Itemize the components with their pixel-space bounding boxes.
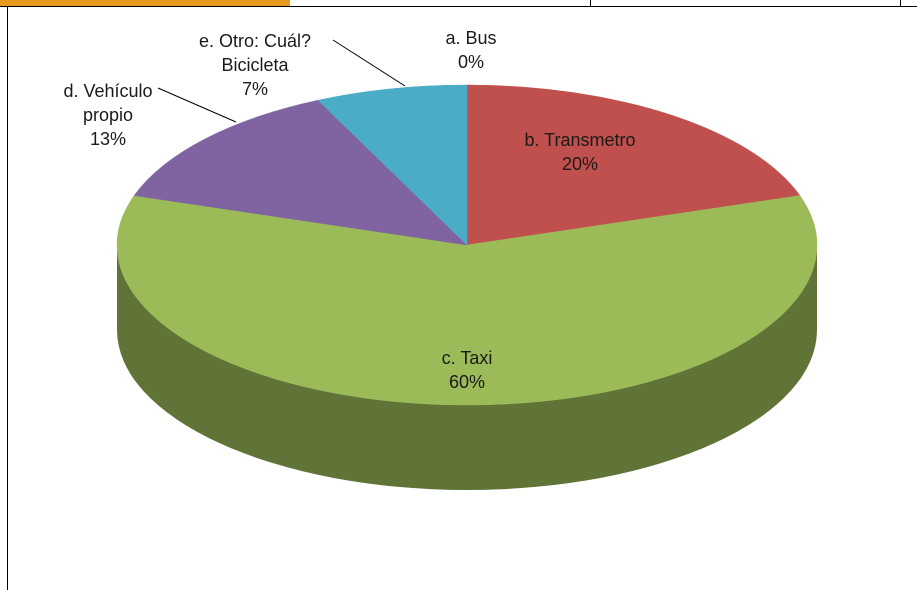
header-bar xyxy=(0,0,290,7)
slice-label: c. Taxi 60% xyxy=(407,346,527,394)
slice-value: 60% xyxy=(448,372,486,392)
slice-value: 13% xyxy=(89,129,127,149)
pie-tops xyxy=(116,84,818,406)
slice-category: d. Vehículo propio xyxy=(63,81,153,125)
pie-sides xyxy=(117,245,817,490)
slice-side xyxy=(117,245,817,490)
slice-label: d. Vehículo propio 13% xyxy=(53,79,163,151)
pie-slice xyxy=(133,99,468,246)
slice-category: e. Otro: Cuál? Bicicleta xyxy=(198,31,312,75)
pie-slice xyxy=(317,84,468,246)
slice-label: a. Bus 0% xyxy=(411,26,531,74)
pie-slice xyxy=(466,84,801,246)
slice-label: b. Transmetro 20% xyxy=(490,128,670,176)
slice-category: b. Transmetro xyxy=(524,130,636,150)
slice-category: c. Taxi xyxy=(441,348,493,368)
slice-value: 20% xyxy=(561,154,599,174)
slice-category: a. Bus xyxy=(445,28,497,48)
slice-label: e. Otro: Cuál? Bicicleta 7% xyxy=(175,29,335,101)
pie-slice xyxy=(116,195,818,406)
slice-value: 7% xyxy=(241,79,268,99)
leader-line xyxy=(157,87,237,123)
slice-value: 0% xyxy=(457,52,484,72)
leader-line xyxy=(332,39,406,87)
